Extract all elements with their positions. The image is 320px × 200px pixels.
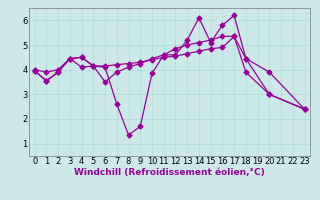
X-axis label: Windchill (Refroidissement éolien,°C): Windchill (Refroidissement éolien,°C) [74, 168, 265, 177]
